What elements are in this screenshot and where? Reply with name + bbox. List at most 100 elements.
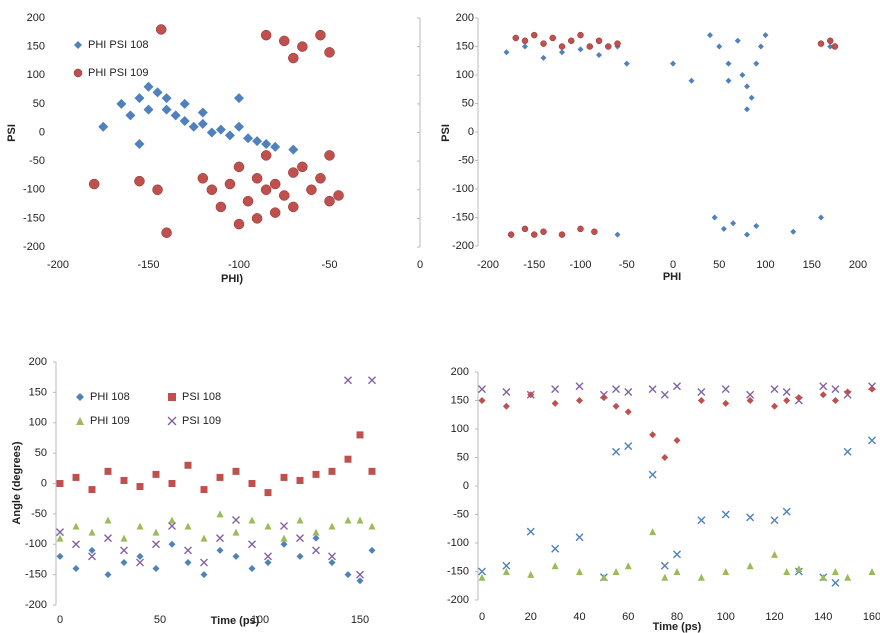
point: [248, 516, 256, 524]
point: [844, 388, 852, 396]
x-tick-label: 50: [713, 259, 725, 271]
point: [224, 130, 235, 141]
legend-label: PHI PSI 109: [88, 67, 149, 79]
x-axis-label: PHI: [663, 271, 681, 283]
x-tick-label: -50: [322, 259, 338, 271]
point: [559, 49, 565, 56]
point: [216, 546, 224, 554]
point: [711, 214, 718, 221]
point: [134, 175, 145, 187]
point: [502, 402, 510, 410]
point: [72, 540, 80, 549]
point: [697, 387, 706, 396]
point: [297, 41, 308, 52]
y-tick-label: -150: [25, 569, 47, 581]
point: [549, 34, 556, 42]
x-tick-label: 0: [670, 259, 676, 271]
x-tick-label: 200: [849, 259, 867, 271]
point: [600, 573, 608, 581]
point: [155, 24, 167, 35]
point: [315, 29, 326, 41]
point: [507, 231, 515, 238]
legend-label: PHI 109: [90, 415, 130, 427]
y-tick-label: 100: [456, 69, 474, 81]
y-tick-label: 200: [29, 356, 47, 368]
point: [624, 442, 633, 451]
point: [143, 81, 154, 92]
x-axis-label: Time (ps): [653, 621, 702, 633]
point: [296, 534, 304, 543]
point: [614, 231, 621, 238]
x-tick-label: 20: [525, 611, 537, 623]
point: [264, 522, 272, 530]
point: [179, 98, 190, 109]
point: [831, 43, 839, 50]
point: [188, 121, 199, 132]
point: [324, 195, 335, 207]
point: [72, 522, 80, 530]
point: [782, 387, 791, 396]
point: [297, 161, 308, 173]
point: [762, 32, 769, 39]
y-tick-label: 150: [451, 394, 469, 406]
point: [296, 516, 304, 524]
legend-marker: [168, 393, 176, 401]
legend-label: PHI 108: [90, 391, 130, 403]
point: [746, 397, 754, 404]
point: [531, 31, 538, 39]
point: [730, 220, 737, 227]
point: [324, 150, 335, 161]
point: [152, 528, 160, 536]
y-tick-label: 50: [462, 97, 474, 109]
x-tick-label: 0: [57, 614, 63, 626]
y-axis-label: PSI: [440, 124, 452, 142]
x-tick-label: 0: [417, 259, 423, 271]
point: [136, 552, 144, 560]
point: [279, 35, 290, 47]
point: [600, 394, 608, 402]
y-tick-label: 50: [33, 98, 45, 110]
point: [216, 510, 224, 518]
legend-label: PHI PSI 108: [88, 39, 149, 51]
point: [161, 227, 172, 238]
point: [591, 228, 598, 235]
y-tick-label: 100: [27, 69, 45, 81]
point: [312, 470, 320, 478]
point: [568, 37, 575, 45]
point: [88, 552, 96, 561]
point: [831, 385, 840, 394]
point: [168, 540, 176, 548]
point: [368, 376, 376, 385]
x-tick-label: -100: [228, 259, 250, 271]
point: [577, 46, 584, 53]
point: [248, 540, 256, 549]
point: [783, 397, 791, 404]
point: [368, 522, 376, 530]
point: [168, 516, 176, 524]
point: [136, 522, 144, 530]
point: [673, 550, 681, 559]
y-tick-label: -200: [25, 599, 47, 611]
point: [551, 399, 559, 407]
point: [577, 31, 584, 39]
legend-marker: [73, 68, 83, 78]
point: [328, 467, 336, 475]
point: [748, 94, 755, 101]
point: [248, 565, 256, 573]
point: [624, 387, 633, 396]
point: [827, 37, 834, 45]
point: [134, 138, 145, 149]
x-tick-label: 100: [756, 259, 774, 271]
point: [264, 489, 272, 497]
point: [306, 184, 317, 195]
y-tick-label: 150: [27, 41, 45, 53]
point: [232, 467, 240, 475]
point: [697, 516, 706, 525]
point: [251, 213, 263, 224]
y-tick-label: 100: [29, 417, 47, 429]
point: [72, 565, 80, 573]
y-tick-label: -100: [23, 184, 45, 196]
point: [161, 104, 172, 115]
point: [697, 397, 705, 404]
point: [844, 573, 852, 581]
